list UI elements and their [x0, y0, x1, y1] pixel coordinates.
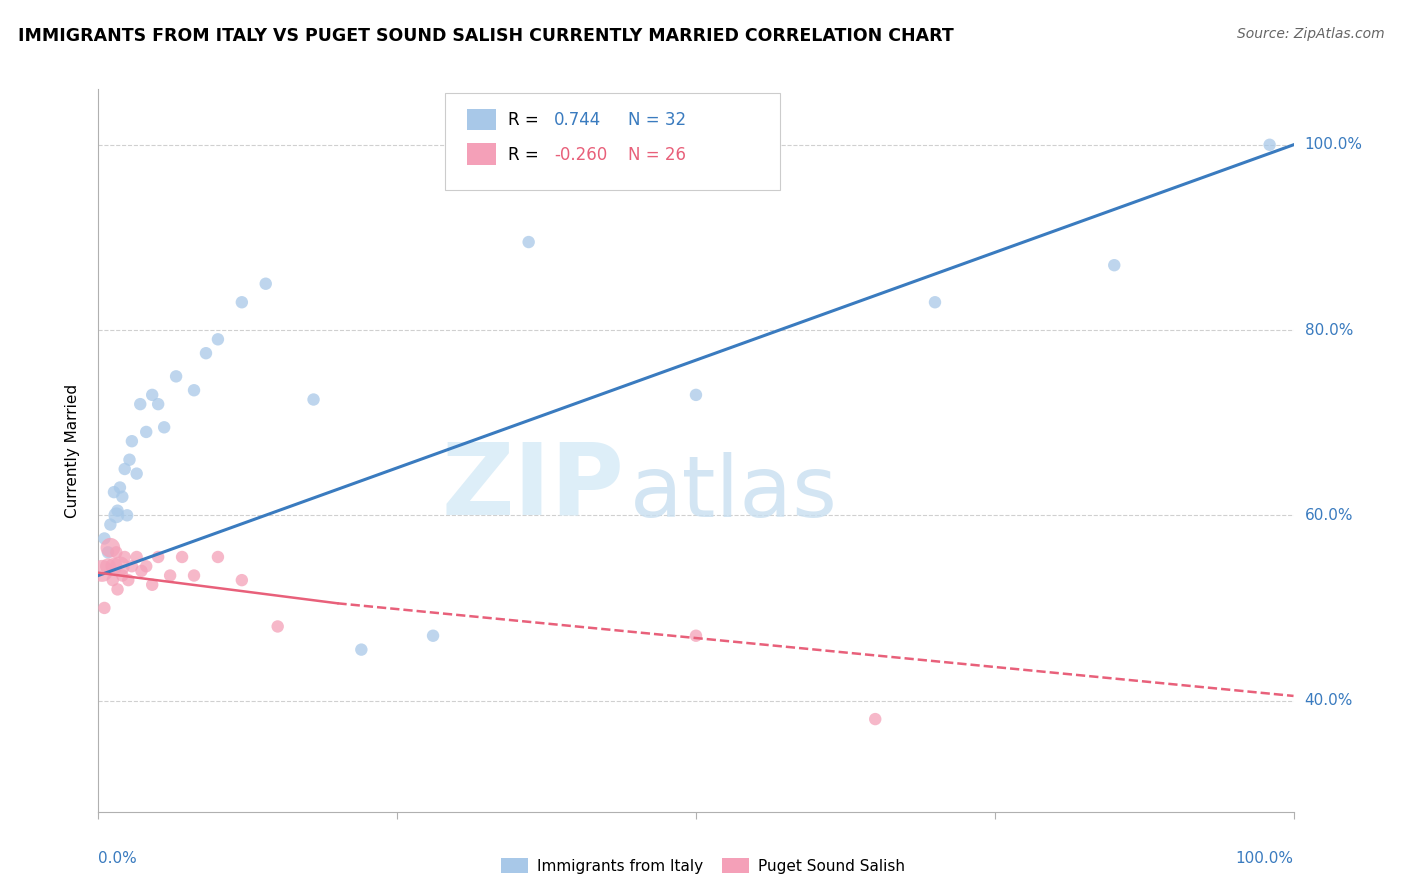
- Point: [108, 481, 131, 495]
- Point: [118, 452, 141, 467]
- Text: 0.744: 0.744: [554, 112, 600, 129]
- Point: [685, 388, 707, 402]
- Point: [302, 392, 325, 407]
- Point: [98, 517, 122, 532]
- Text: 0.0%: 0.0%: [98, 851, 138, 865]
- Point: [685, 629, 707, 643]
- Point: [107, 503, 129, 517]
- Point: [183, 568, 205, 582]
- Point: [111, 568, 134, 582]
- Point: [97, 545, 120, 559]
- Point: [125, 549, 148, 564]
- Point: [98, 541, 122, 555]
- Point: [117, 573, 139, 587]
- Point: [422, 629, 444, 643]
- FancyBboxPatch shape: [467, 144, 496, 165]
- Point: [121, 434, 143, 449]
- Point: [207, 549, 229, 564]
- Point: [135, 559, 157, 574]
- Text: ZIP: ZIP: [441, 438, 624, 535]
- Point: [114, 549, 136, 564]
- Text: 40.0%: 40.0%: [1305, 693, 1353, 708]
- Point: [165, 369, 187, 384]
- Point: [121, 559, 143, 574]
- FancyBboxPatch shape: [467, 109, 496, 130]
- Point: [183, 384, 205, 398]
- Text: N = 32: N = 32: [628, 112, 686, 129]
- Point: [207, 332, 229, 346]
- Point: [105, 545, 128, 559]
- Text: -0.260: -0.260: [554, 146, 607, 164]
- Text: R =: R =: [509, 112, 544, 129]
- Point: [924, 295, 946, 310]
- Point: [267, 619, 290, 633]
- Point: [105, 508, 128, 523]
- Point: [1258, 137, 1281, 152]
- FancyBboxPatch shape: [446, 93, 780, 190]
- Point: [254, 277, 277, 291]
- Point: [231, 295, 253, 310]
- Point: [129, 397, 152, 411]
- Point: [231, 573, 253, 587]
- Point: [111, 490, 134, 504]
- Point: [159, 568, 181, 582]
- Point: [115, 508, 138, 523]
- Text: atlas: atlas: [630, 452, 838, 535]
- Point: [107, 582, 129, 597]
- Point: [103, 559, 125, 574]
- Text: 80.0%: 80.0%: [1305, 323, 1353, 337]
- Point: [350, 642, 373, 657]
- Point: [172, 549, 194, 564]
- Point: [135, 425, 157, 439]
- Point: [125, 467, 148, 481]
- Point: [148, 397, 170, 411]
- Text: 100.0%: 100.0%: [1305, 137, 1362, 153]
- Point: [101, 573, 124, 587]
- Point: [91, 564, 114, 578]
- Point: [93, 532, 115, 546]
- Legend: Immigrants from Italy, Puget Sound Salish: Immigrants from Italy, Puget Sound Salis…: [495, 852, 911, 880]
- Point: [153, 420, 176, 434]
- Point: [148, 549, 170, 564]
- Point: [141, 578, 163, 592]
- Point: [517, 235, 540, 249]
- Point: [97, 559, 120, 574]
- Point: [114, 462, 136, 476]
- Point: [865, 712, 887, 726]
- Y-axis label: Currently Married: Currently Married: [65, 384, 80, 517]
- Point: [93, 601, 115, 615]
- Point: [103, 485, 125, 500]
- Point: [195, 346, 218, 360]
- Text: Source: ZipAtlas.com: Source: ZipAtlas.com: [1237, 27, 1385, 41]
- Text: 100.0%: 100.0%: [1236, 851, 1294, 865]
- Point: [108, 559, 131, 574]
- Point: [131, 564, 153, 578]
- Text: 60.0%: 60.0%: [1305, 508, 1353, 523]
- Point: [141, 388, 163, 402]
- Point: [1104, 258, 1126, 272]
- Text: R =: R =: [509, 146, 544, 164]
- Text: IMMIGRANTS FROM ITALY VS PUGET SOUND SALISH CURRENTLY MARRIED CORRELATION CHART: IMMIGRANTS FROM ITALY VS PUGET SOUND SAL…: [18, 27, 955, 45]
- Text: N = 26: N = 26: [628, 146, 686, 164]
